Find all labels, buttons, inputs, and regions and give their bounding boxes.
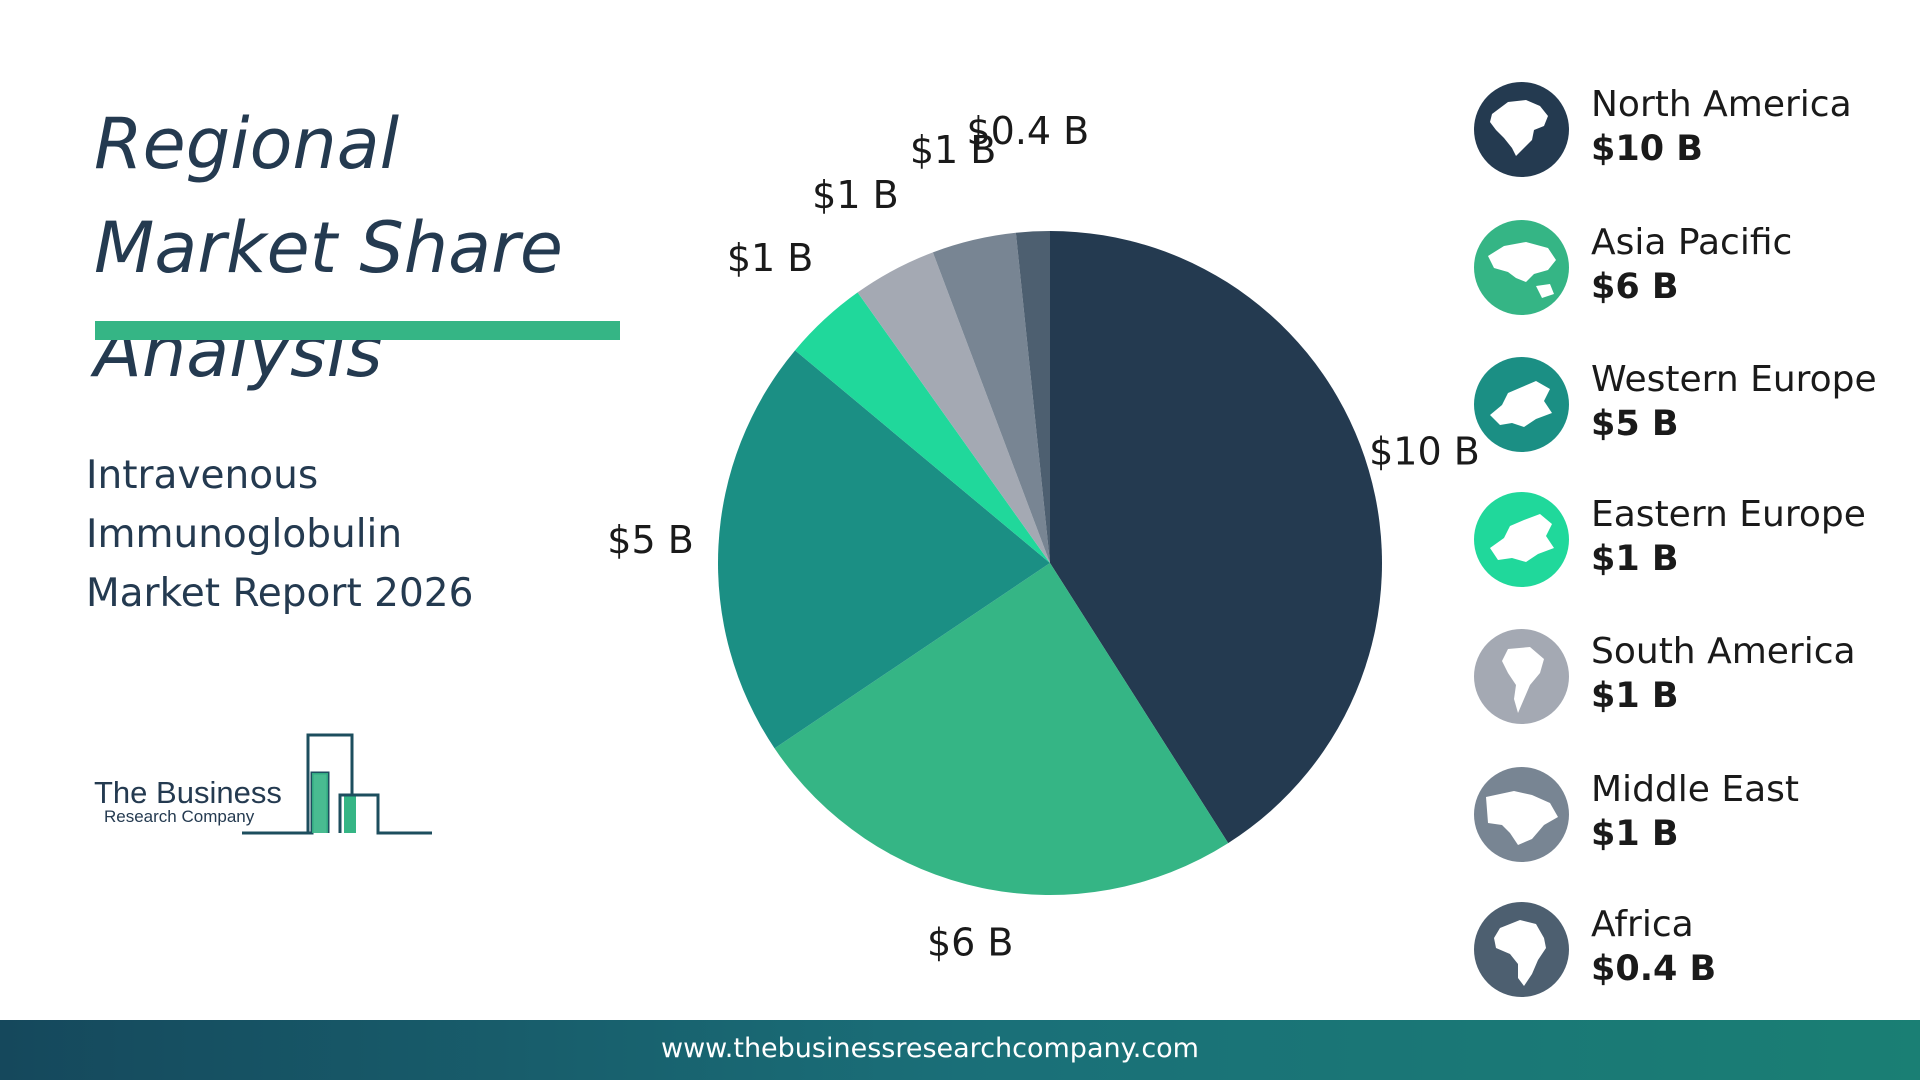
pie-slice-middle-east [932, 232, 1050, 563]
legend-item-eastern-europe: Eastern Europe $1 B [1474, 492, 1914, 592]
subtitle-line-1: Intravenous [86, 453, 319, 498]
pie-slice-africa [1015, 231, 1050, 563]
title-underline [95, 321, 620, 340]
pie-slice-western-europe [718, 350, 1050, 749]
pie-slice-south-america [857, 252, 1050, 563]
pie-data-label: $1 B [727, 236, 814, 280]
footer-bar: www.thebusinessresearchcompany.com [0, 1020, 1920, 1080]
legend-label: North America [1591, 84, 1852, 125]
legend-value: $6 B [1591, 267, 1679, 307]
pie-chart: $10 B$6 B$5 B$1 B$1 B$1 B$0.4 B [607, 109, 1480, 964]
africa-map-icon [1474, 902, 1569, 997]
legend-value: $0.4 B [1591, 949, 1717, 989]
legend-value: $10 B [1591, 129, 1703, 169]
legend-label: Western Europe [1591, 359, 1877, 400]
north-america-map-icon [1474, 82, 1569, 177]
subtitle-line-2: Immunoglobulin [86, 512, 403, 557]
legend-item-asia-pacific: Asia Pacific $6 B [1474, 220, 1914, 320]
logo-buildings-icon [242, 733, 432, 835]
middle-east-map-icon [1474, 767, 1569, 862]
legend-item-africa: Africa $0.4 B [1474, 902, 1914, 1002]
logo-name-line2: Research Company [104, 807, 255, 826]
subtitle-line-3: Market Report 2026 [86, 571, 474, 616]
pie-slice-eastern-europe [795, 292, 1050, 563]
legend-label: Asia Pacific [1591, 222, 1793, 263]
legend-label: South America [1591, 631, 1856, 672]
legend-value: $1 B [1591, 539, 1679, 579]
legend-item-north-america: North America $10 B [1474, 82, 1914, 182]
legend-value: $5 B [1591, 404, 1679, 444]
eastern-europe-map-icon [1474, 492, 1569, 587]
legend-item-south-america: South America $1 B [1474, 629, 1914, 729]
legend-label: Eastern Europe [1591, 494, 1866, 535]
pie-slice-asia-pacific [774, 563, 1229, 895]
pie-data-label: $1 B [812, 173, 899, 217]
legend-item-middle-east: Middle East $1 B [1474, 767, 1914, 867]
pie-data-label: $10 B [1369, 430, 1480, 474]
asia-pacific-map-icon [1474, 220, 1569, 315]
legend-label: Middle East [1591, 769, 1800, 810]
legend-item-western-europe: Western Europe $5 B [1474, 357, 1914, 457]
pie-data-label: $5 B [607, 518, 694, 562]
western-europe-map-icon [1474, 357, 1569, 452]
report-subtitle: Intravenous Immunoglobulin Market Report… [86, 446, 606, 623]
pie-data-label: $6 B [927, 920, 1014, 964]
legend-label: Africa [1591, 904, 1694, 945]
legend-value: $1 B [1591, 676, 1679, 716]
south-america-map-icon [1474, 629, 1569, 724]
pie-data-label: $1 B [910, 128, 997, 172]
footer-website-link[interactable]: www.thebusinessresearchcompany.com [661, 1033, 1199, 1064]
pie-data-label: $0.4 B [966, 109, 1089, 153]
pie-slice-north-america [1050, 231, 1382, 844]
legend-value: $1 B [1591, 814, 1679, 854]
company-logo: The Business Research Company [92, 733, 442, 843]
logo-name-line1: The Business [94, 775, 282, 810]
